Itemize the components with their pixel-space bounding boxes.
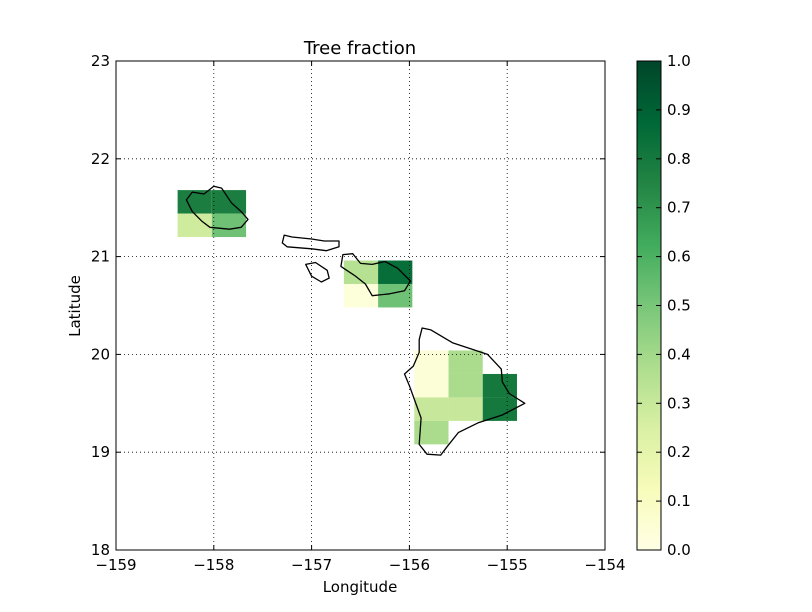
- coastline-maui: [340, 253, 412, 297]
- heatmap-cell: [448, 373, 483, 398]
- plot-frame: [115, 60, 606, 551]
- heatmap-cell: [448, 350, 483, 374]
- heatmap-cell: [211, 213, 247, 238]
- heatmap-cell: [448, 397, 483, 421]
- heatmap-cell: [378, 260, 413, 284]
- y-tick-label: 21: [91, 248, 110, 266]
- y-axis-label: Latitude: [66, 275, 84, 337]
- colorbar-tick-label: 0.8: [667, 150, 691, 168]
- y-tick-label: 19: [91, 443, 110, 461]
- colorbar-tick-label: 0.6: [667, 248, 691, 266]
- heatmap-cell: [482, 373, 517, 398]
- heatmap-cell: [177, 213, 212, 238]
- heatmap-cell: [211, 190, 247, 214]
- coastline-lanai: [305, 261, 330, 283]
- colorbar-tick-label: 1.0: [667, 52, 691, 70]
- colorbar-tick-label: 0.4: [667, 345, 691, 363]
- x-tick-label: −158: [193, 556, 234, 574]
- coastline-oahu: [185, 185, 249, 230]
- colorbar-tick-label: 0.2: [667, 443, 691, 461]
- colorbar-tick-label: 0.3: [667, 394, 691, 412]
- colorbar-tick-label: 0.7: [667, 199, 691, 217]
- x-tick-label: −157: [291, 556, 332, 574]
- y-tick-label: 22: [91, 150, 110, 168]
- heatmap-cell: [414, 350, 449, 374]
- coastline-molokai: [281, 234, 340, 252]
- colorbar-tick-label: 0.9: [667, 101, 691, 119]
- chart-title: Tree fraction: [303, 38, 416, 59]
- heatmap-cell: [343, 260, 379, 284]
- heatmap-cell: [482, 397, 517, 421]
- heatmap-cell: [378, 283, 413, 308]
- coastline-hawaii: [403, 327, 526, 456]
- heatmap-cell: [414, 397, 449, 421]
- heatmap-cell: [177, 190, 212, 214]
- colorbar-tick-label: 0.1: [667, 492, 691, 510]
- heatmap-cell: [414, 420, 449, 445]
- plot-area: −159 −158 −157 −156 −155 −154 18 19 20 21 22 23: [91, 52, 626, 574]
- x-tick-label: −155: [487, 556, 528, 574]
- x-axis-label: Longitude: [323, 578, 398, 596]
- colorbar-tick-label: 0.0: [667, 541, 691, 559]
- x-tick-label: −159: [95, 556, 136, 574]
- heatmap-cell: [414, 373, 449, 398]
- y-tick-label: 20: [91, 345, 110, 363]
- colorbar-tick-label: 0.5: [667, 297, 691, 315]
- colorbar: 0.0 0.1 0.2 0.3 0.4 0.5 0.6 0.7 0.8 0.9 1.0: [636, 52, 691, 559]
- x-tick-label: −156: [389, 556, 430, 574]
- y-tick-label: 18: [91, 541, 110, 559]
- x-tick-label: −154: [584, 556, 625, 574]
- y-tick-label: 23: [91, 52, 110, 70]
